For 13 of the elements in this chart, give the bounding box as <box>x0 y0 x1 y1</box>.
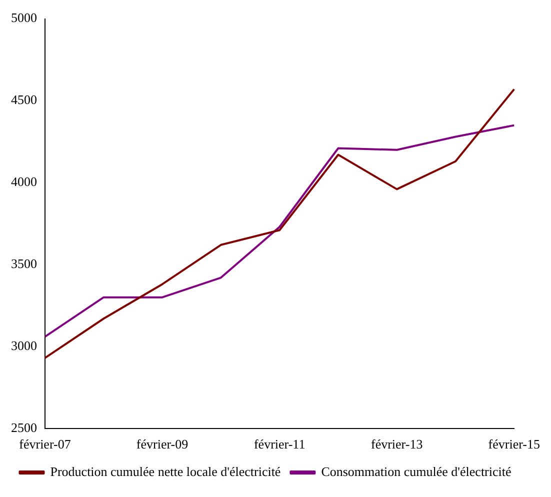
x-tick-label: février-07 <box>19 436 72 452</box>
y-tick-label: 2500 <box>11 420 37 435</box>
y-tick-label: 3000 <box>11 338 37 353</box>
x-tick-label: février-15 <box>488 436 540 452</box>
y-tick-label: 3500 <box>11 256 37 271</box>
x-tick-label: février-09 <box>136 436 188 452</box>
y-tick-label: 4500 <box>11 92 37 108</box>
x-tick-label: février-11 <box>254 436 306 452</box>
legend-label: Production cumulée nette locale d'électricité <box>50 464 281 479</box>
x-tick-label: février-13 <box>371 436 423 452</box>
y-tick-label: 5000 <box>11 10 37 26</box>
legend-label: Consommation cumulée d'électricité <box>321 464 512 479</box>
y-tick-label: 4000 <box>11 174 37 190</box>
